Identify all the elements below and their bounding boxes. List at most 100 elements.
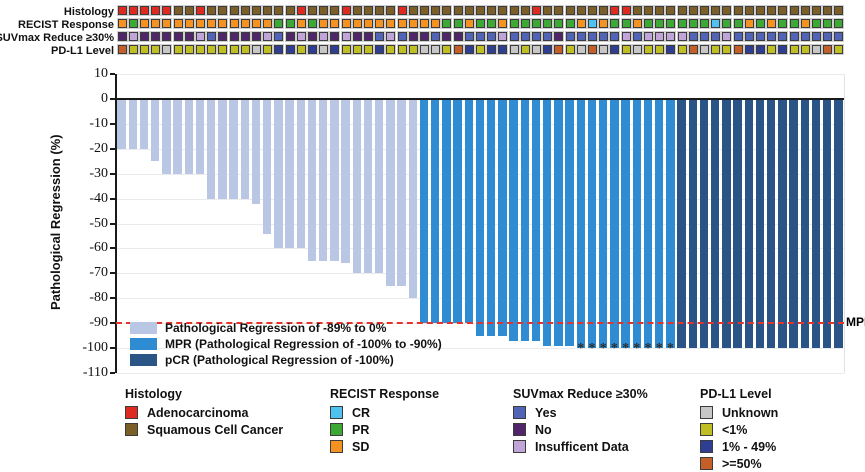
track-cell-pdl1	[655, 45, 665, 54]
track-cell-pdl1	[621, 45, 631, 54]
track-cell-recist	[252, 19, 261, 28]
plot-right-border	[844, 74, 845, 373]
track-cell-histology	[263, 6, 273, 15]
track-cell-suv	[442, 32, 452, 41]
track-cell-pdl1	[442, 45, 452, 54]
waterfall-bar	[330, 100, 339, 261]
track-cell-recist	[711, 19, 721, 28]
track-cell-suv	[487, 32, 497, 41]
waterfall-bar	[408, 100, 418, 299]
waterfall-bar	[800, 100, 810, 348]
track-cell-pdl1	[756, 45, 765, 54]
track-row-label: PD-L1 Level	[51, 45, 114, 57]
chart-legend-label: MPR (Pathological Regression of -100% to…	[165, 337, 442, 351]
track-cell-suv	[554, 32, 564, 41]
track-cell-recist	[128, 19, 138, 28]
track-cell-pdl1	[274, 45, 284, 54]
waterfall-bar	[565, 100, 574, 346]
track-cell-suv	[330, 32, 340, 41]
waterfall-bar	[318, 100, 328, 261]
waterfall-bar	[442, 100, 451, 324]
waterfall-bar	[722, 100, 731, 348]
track-cell-histology	[151, 6, 161, 15]
legend-group-title: SUVmax Reduce ≥30%	[513, 387, 648, 401]
track-cell-suv	[173, 32, 183, 41]
track-cell-pdl1	[263, 45, 273, 54]
track-cell-recist	[476, 19, 485, 28]
track-cell-recist	[431, 19, 441, 28]
track-cell-pdl1	[364, 45, 373, 54]
track-cell-pdl1	[711, 45, 721, 54]
track-cell-pdl1	[453, 45, 463, 54]
waterfall-bar	[419, 100, 429, 324]
y-tick-mark	[110, 272, 115, 275]
track-cell-recist	[789, 19, 799, 28]
legend-swatch	[513, 440, 526, 454]
track-cell-suv	[812, 32, 821, 41]
track-cell-pdl1	[789, 45, 799, 54]
track-cell-recist	[140, 19, 149, 28]
track-cell-suv	[207, 32, 217, 41]
track-cell-pdl1	[408, 45, 418, 54]
track-cell-pdl1	[576, 45, 586, 54]
legend-swatch	[330, 423, 343, 437]
waterfall-bar	[755, 100, 765, 348]
track-cell-recist	[117, 19, 127, 28]
track-cell-recist	[162, 19, 172, 28]
waterfall-bar	[710, 100, 720, 348]
track-cell-histology	[386, 6, 396, 15]
track-cell-histology	[655, 6, 665, 15]
track-cell-histology	[610, 6, 620, 15]
track-cell-recist	[812, 19, 821, 28]
y-tick-mark	[110, 122, 115, 125]
track-cell-recist	[588, 19, 597, 28]
legend-swatch	[125, 406, 138, 420]
waterfall-bar	[296, 100, 306, 249]
track-cell-histology	[588, 6, 597, 15]
track-cell-suv	[240, 32, 250, 41]
track-cell-recist	[621, 19, 631, 28]
waterfall-bar	[453, 100, 462, 324]
track-cell-suv	[308, 32, 317, 41]
track-cell-recist	[722, 19, 732, 28]
track-cell-pdl1	[464, 45, 474, 54]
track-cell-histology	[498, 6, 508, 15]
track-cell-suv	[498, 32, 508, 41]
y-tick-mark	[110, 371, 115, 374]
track-cell-recist	[229, 19, 239, 28]
track-cell-pdl1	[700, 45, 709, 54]
waterfall-bar	[285, 100, 294, 249]
track-cell-recist	[308, 19, 317, 28]
track-cell-suv	[621, 32, 631, 41]
track-cell-pdl1	[543, 45, 553, 54]
track-cell-recist	[610, 19, 620, 28]
legend-item-label: No	[535, 422, 552, 437]
track-cell-recist	[352, 19, 362, 28]
legend-item: Unknown	[700, 404, 778, 420]
y-axis-line	[115, 74, 117, 373]
track-cell-suv	[756, 32, 765, 41]
significance-asterisk: *	[655, 341, 663, 356]
waterfall-bar	[811, 100, 821, 348]
track-cell-pdl1	[554, 45, 564, 54]
track-cell-histology	[733, 6, 743, 15]
track-cell-recist	[364, 19, 373, 28]
track-cell-pdl1	[117, 45, 127, 54]
track-cell-suv	[722, 32, 732, 41]
waterfall-bar	[128, 100, 138, 149]
y-tick-mark	[110, 73, 115, 76]
track-cell-suv	[823, 32, 833, 41]
track-cell-histology	[812, 6, 821, 15]
track-cell-histology	[240, 6, 250, 15]
legend-swatch	[125, 423, 138, 437]
waterfall-bar	[520, 100, 530, 341]
track-cell-pdl1	[800, 45, 810, 54]
waterfall-bar	[218, 100, 227, 199]
track-cell-recist	[509, 19, 519, 28]
track-cell-histology	[487, 6, 497, 15]
waterfall-bar	[699, 100, 709, 348]
track-cell-recist	[554, 19, 564, 28]
legend-item: Squamous Cell Cancer	[125, 421, 283, 437]
y-tick-mark	[110, 297, 115, 300]
legend-swatch	[513, 423, 526, 437]
